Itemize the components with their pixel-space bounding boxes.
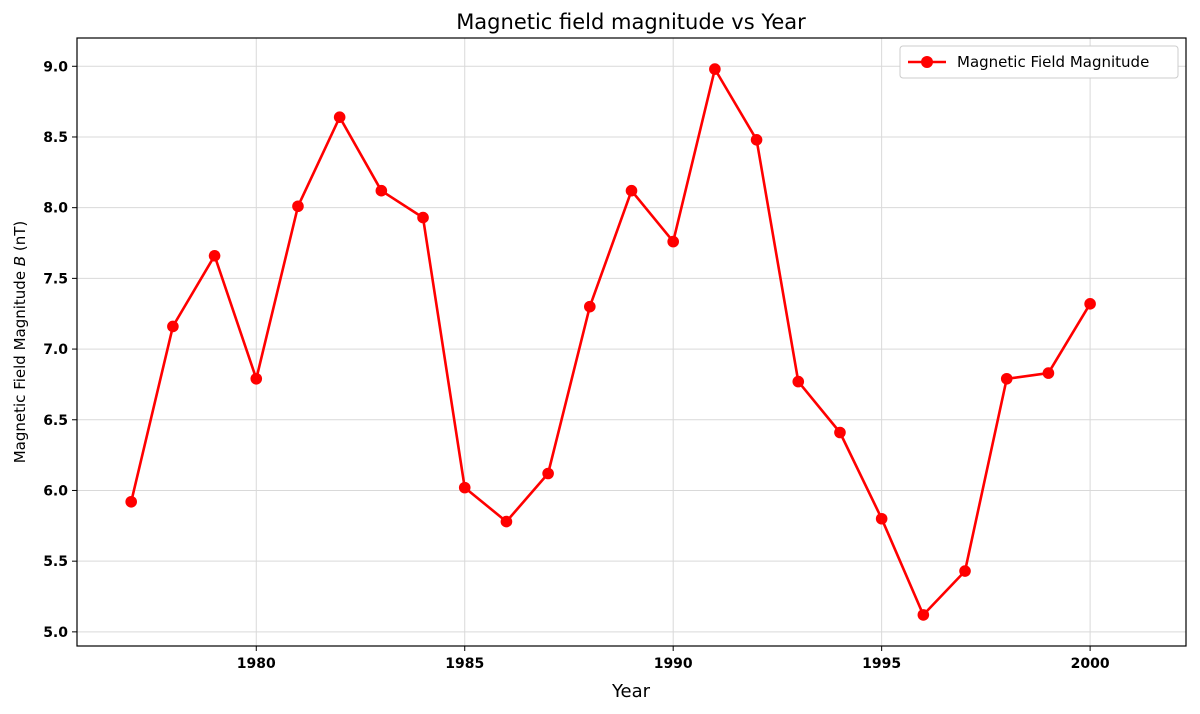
data-point — [667, 235, 679, 248]
data-point — [458, 481, 471, 494]
data-point — [542, 467, 554, 480]
y-tick-label: 9.0 — [43, 59, 68, 75]
x-axis: 1980 1985 1990 1995 2000 — [237, 646, 1110, 672]
series-line — [129, 67, 1092, 617]
y-tick-label: 8.0 — [43, 201, 68, 217]
plot-frame — [76, 37, 1187, 647]
data-point — [417, 211, 429, 224]
x-tick-label: 1985 — [445, 656, 484, 672]
legend-box — [899, 45, 1179, 79]
data-point — [959, 565, 971, 577]
data-point — [1000, 372, 1013, 385]
data-point — [125, 495, 137, 508]
data-point — [875, 512, 888, 525]
chart-title: Magnetic field magnitude vs Year — [456, 10, 806, 34]
y-tick-label: 6.0 — [43, 483, 68, 499]
data-point — [750, 134, 763, 146]
x-tick-label: 1980 — [237, 656, 276, 672]
legend: Magnetic Field Magnitude — [899, 45, 1179, 79]
data-point — [625, 184, 638, 197]
x-tick-label: 1995 — [862, 656, 901, 672]
y-tick-label: 5.0 — [43, 625, 68, 641]
x-tick-label: 2000 — [1071, 656, 1110, 672]
data-point — [292, 200, 304, 213]
y-tick-label: 6.5 — [43, 413, 68, 429]
data-point — [792, 375, 805, 388]
data-point — [584, 300, 596, 313]
data-point — [1084, 298, 1096, 310]
y-tick-label: 8.5 — [43, 130, 68, 146]
y-axis-label: Magnetic Field Magnitude B (nT) — [11, 221, 29, 464]
data-point — [1042, 367, 1055, 379]
data-point — [250, 372, 263, 385]
y-tick-label: 7.5 — [43, 271, 68, 287]
x-tick-label: 1990 — [654, 656, 693, 672]
y-tick-label: 7.0 — [43, 342, 68, 358]
y-axis: 5.0 5.5 6.0 6.5 7.0 7.5 8.0 8.5 9.0 — [43, 59, 77, 641]
series-layer — [125, 63, 1096, 621]
data-point — [500, 515, 513, 528]
data-point — [167, 320, 179, 333]
data-point — [375, 184, 388, 197]
legend-label: Magnetic Field Magnitude — [957, 53, 1149, 71]
data-point — [208, 249, 221, 262]
data-point — [333, 111, 346, 123]
data-point — [709, 63, 721, 75]
y-tick-label: 5.5 — [43, 554, 68, 570]
data-point — [917, 609, 930, 621]
legend-marker-swatch — [921, 56, 933, 68]
x-axis-label: Year — [611, 681, 651, 702]
data-point — [834, 426, 846, 439]
